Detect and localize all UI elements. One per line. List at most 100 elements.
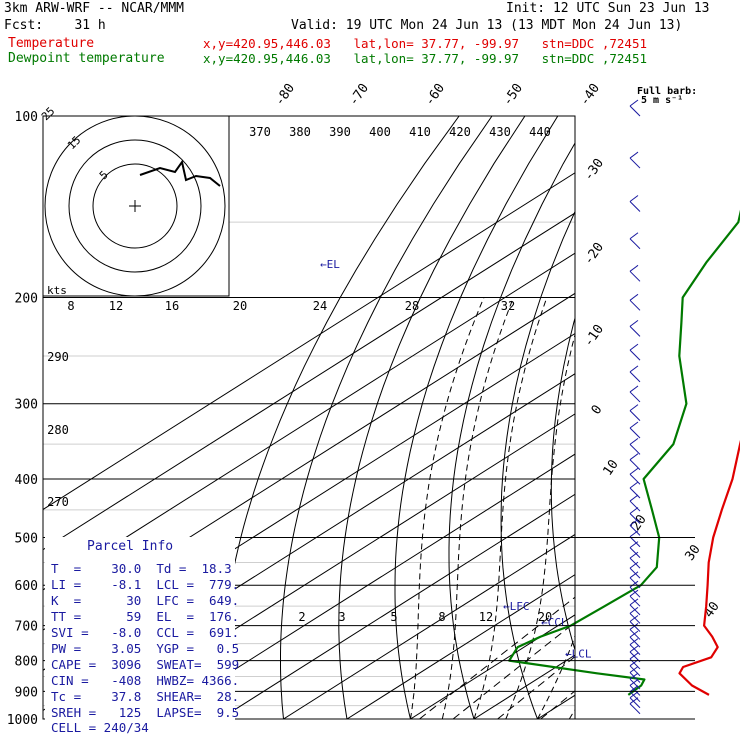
wind-barb [629,678,641,690]
pressure-tick-label: 500 [15,531,38,546]
parcel-row: LI = -8.1 LCL = 779. [51,577,240,592]
hodograph-ring [68,139,202,273]
wind-barb-flag [629,151,639,159]
parcel-info-title: Parcel Info [87,539,174,554]
dry-adiabat [647,116,728,719]
wind-barb [629,157,641,169]
wind-barb-flag [629,672,639,680]
moist-adiabat [665,298,740,720]
theta-label: 370 [249,125,271,139]
wind-barb-flag [629,666,639,673]
level-marker-label: ←LFC [503,600,530,613]
pressure-tick-label: 100 [15,110,38,125]
isotherm-line [665,116,740,719]
wind-barb [629,697,641,709]
wind-barb-flag [629,685,639,693]
wind-barb [629,371,641,383]
wind-barb [629,349,641,361]
theta-side-label: 290 [47,350,69,364]
wind-barb [629,703,641,715]
wind-barb-flag [629,385,639,393]
wind-barb [629,691,641,703]
sounding-traces [508,209,740,696]
wind-barb-flag [629,319,639,327]
theta-label: 400 [369,125,391,139]
shear-speed-label: 16 [165,299,179,313]
wind-barb-flag [629,598,639,606]
wind-barb-flag [629,541,639,549]
wind-barb-flag [629,481,639,489]
forecast-hour: Fcst: 31 h [4,18,106,33]
moist-adiabat [696,298,740,720]
theta-label: 390 [329,125,351,139]
dry-adiabat [280,116,493,719]
parcel-row: SREH = 125 LAPSE= 9.5 [51,705,240,720]
parcel-row: T = 30.0 Td = 18.3 [51,561,232,576]
wind-barb-flag [629,645,639,653]
wind-barb [629,536,641,548]
temperature-legend-info: x,y=420.95,446.03 lat,lon= 37.77, -99.97… [203,36,648,51]
wind-barb-flag [629,530,639,538]
pressure-tick-label: 200 [15,292,38,307]
dry-adiabat [600,116,689,719]
isotherm-line [219,493,575,719]
isotherm-line [43,212,575,551]
isotherm-label: -40 [577,81,603,109]
wind-barb-flag [629,697,639,705]
barb-legend-title: Full barb: [637,86,698,97]
shear-speed-label: 12 [109,299,123,313]
wind-barb [629,487,641,499]
wind-barb [629,105,641,117]
parcel-row: PW = 3.05 YGP = 0.5 [51,641,240,656]
parcel-row: K = 30 LFC = 649. [51,593,240,608]
dewpoint-legend-info: x,y=420.95,446.03 lat,lon= 37.77, -99.97… [203,51,648,66]
pressure-tick-label: 1000 [7,713,38,728]
shear-speed-label: 32 [501,299,515,313]
wind-barb-flag [629,571,639,579]
wind-barb [629,270,641,282]
wind-barb [629,201,641,212]
theta-label: 410 [409,125,431,139]
parcel-row: TT = 59 EL = 176. [51,609,240,624]
theta-label: 380 [289,125,311,139]
pressure-tick-label: 400 [15,473,38,488]
temperature-legend-label: Temperature [8,36,95,51]
wind-barbs [629,99,641,715]
level-marker-label: ←EL [320,258,340,271]
wind-barb-flag [629,606,639,614]
pressure-tick-label: 600 [15,579,38,594]
wind-barb [629,685,641,696]
pressure-tick-label: 700 [15,620,38,635]
wind-barb [629,326,641,337]
shear-speed-label: 8 [67,299,74,313]
wind-barb-flag [629,561,639,569]
isotherm-label: -50 [500,81,526,109]
dewpoint-trace [508,209,740,696]
wind-barb-flag [629,404,639,412]
isotherm-label: -10 [581,322,607,350]
level-marker-label: ←LCL [565,648,592,661]
wind-barb-flag [629,232,639,240]
wind-barb-flag [629,365,639,373]
wind-barb-flag [629,615,639,622]
isotherm-label: 10 [600,457,621,478]
mixing-ratio-label: 5 [390,610,397,624]
wind-barb [629,621,641,632]
valid-time: Valid: 19 UTC Mon 24 Jun 13 (13 MDT Mon … [291,18,683,33]
wind-barb [629,644,641,655]
wind-barb [629,473,641,485]
wind-barb [629,500,641,512]
diagram-frame [42,115,576,720]
wind-barb-flag [629,623,639,630]
wind-barb [629,443,641,455]
wind-barb-flag [629,494,639,502]
theta-label: 440 [529,125,551,139]
wind-barb-flag [629,99,639,107]
barb-legend-value: 5 m s⁻¹ [641,95,684,106]
isotherm-line [43,252,575,591]
parcel-row: CAPE = 3096 SWEAT= 599 [51,657,240,672]
isotherm-label: -30 [581,156,607,184]
model-title: 3km ARW-WRF -- NCAR/MMM [4,1,185,16]
